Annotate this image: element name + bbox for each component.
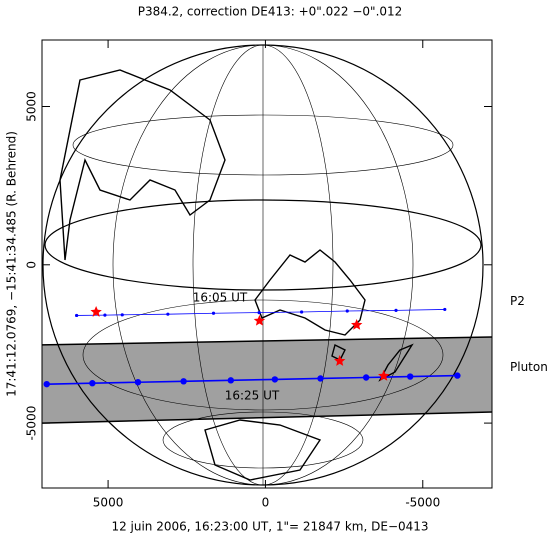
observer-star (90, 305, 102, 317)
series-point (180, 378, 187, 385)
plot-area (42, 307, 492, 424)
series-point (257, 310, 261, 315)
series-point (454, 372, 461, 379)
band-edge (42, 336, 492, 346)
y-tick-label: -5000 (25, 406, 39, 441)
time-label: 16:05 UT (193, 291, 248, 305)
series-point (443, 307, 447, 312)
series-point (227, 377, 235, 384)
chart-title: P384.2, correction DE413: +0".022 −0".01… (138, 5, 403, 19)
series-label: P2 (510, 294, 525, 308)
series-point (271, 376, 279, 383)
series-point (134, 379, 142, 386)
series-point (345, 309, 349, 313)
series-point (166, 312, 170, 316)
series-point (362, 374, 370, 381)
series-point (317, 375, 324, 382)
observer-star (378, 369, 390, 381)
plot-frame (41, 39, 493, 489)
globe (42, 44, 484, 486)
y-tick-label: 0 (25, 261, 39, 269)
x-tick-label: 0 (262, 496, 270, 510)
series-point (75, 313, 79, 318)
x-tick-label: 5000 (93, 496, 124, 510)
x-tick-label: -5000 (405, 496, 440, 510)
y-axis-label: 17:41:12.0769, −15:41:34.485 (R. Behrend… (5, 131, 19, 397)
y-tick-label: 5000 (25, 91, 39, 122)
series-point (103, 313, 107, 317)
series-point (211, 311, 216, 315)
time-label: 16:25 UT (225, 389, 280, 403)
observer-star (350, 318, 363, 330)
observer-star (333, 355, 346, 366)
series-point (300, 310, 304, 314)
x-axis-label: 12 juin 2006, 16:23:00 UT, 1"= 21847 km,… (111, 520, 428, 534)
series-point (89, 380, 96, 387)
series-point (406, 373, 414, 380)
series-line (46, 374, 458, 385)
observer-star (253, 314, 266, 326)
series-point (394, 308, 398, 312)
series-line (76, 309, 445, 316)
band-edge (42, 411, 492, 424)
series-point (43, 380, 50, 388)
series-label: Pluton (510, 360, 548, 374)
series-point (120, 313, 124, 317)
